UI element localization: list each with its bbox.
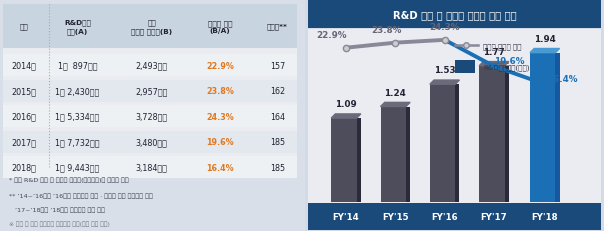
Text: FY'16: FY'16 xyxy=(431,212,458,221)
Polygon shape xyxy=(331,114,361,119)
Text: R&D지출
총액(A): R&D지출 총액(A) xyxy=(64,20,91,34)
Text: 2017년: 2017년 xyxy=(11,138,37,146)
Text: 1조 2,430억원: 1조 2,430억원 xyxy=(55,87,100,96)
FancyBboxPatch shape xyxy=(455,85,460,202)
FancyBboxPatch shape xyxy=(308,203,601,230)
Text: ’17~’18년은 ’18년말 기준으로 대상 추출: ’17~’18년은 ’18년말 기준으로 대상 추출 xyxy=(9,206,105,212)
Text: 19.6%: 19.6% xyxy=(493,57,524,66)
FancyBboxPatch shape xyxy=(3,131,297,153)
Text: FY'14: FY'14 xyxy=(333,212,359,221)
Text: 2016년: 2016년 xyxy=(12,112,37,121)
Text: 1.09: 1.09 xyxy=(335,100,357,109)
Text: 1.53: 1.53 xyxy=(434,66,455,75)
Text: 당기
개발비 게상액(B): 당기 개발비 게상액(B) xyxy=(131,20,172,34)
FancyBboxPatch shape xyxy=(308,30,601,203)
Text: R&D 지출 중 개발비 자산화 비율 주이: R&D 지출 중 개발비 자산화 비율 주이 xyxy=(393,10,516,20)
FancyBboxPatch shape xyxy=(3,80,297,102)
Polygon shape xyxy=(381,103,410,107)
FancyBboxPatch shape xyxy=(454,61,475,73)
Text: 개발비 자산화 비율: 개발비 자산화 비율 xyxy=(483,43,521,49)
FancyBboxPatch shape xyxy=(381,107,406,202)
Text: 157: 157 xyxy=(270,61,285,70)
FancyBboxPatch shape xyxy=(430,85,455,202)
Text: 22.9%: 22.9% xyxy=(316,31,346,40)
Text: 19.6%: 19.6% xyxy=(206,138,234,146)
Polygon shape xyxy=(430,81,460,85)
Text: ** ’14~’16년은 ’16년말 기준으로 제약 · 바이오 업종 소속회사 추출: ** ’14~’16년은 ’16년말 기준으로 제약 · 바이오 업종 소속회사… xyxy=(9,192,153,198)
FancyBboxPatch shape xyxy=(406,107,410,202)
FancyBboxPatch shape xyxy=(530,53,556,202)
Text: 연도: 연도 xyxy=(20,24,28,30)
Text: 185: 185 xyxy=(270,163,285,172)
Text: 2014년: 2014년 xyxy=(12,61,37,70)
Text: 164: 164 xyxy=(270,112,285,121)
Text: 회사수**: 회사수** xyxy=(267,24,288,30)
Text: 3,480억원: 3,480억원 xyxy=(136,138,167,146)
Text: 1조 5,334억원: 1조 5,334억원 xyxy=(55,112,100,121)
FancyBboxPatch shape xyxy=(504,67,509,202)
Text: 3,728억원: 3,728억원 xyxy=(135,112,168,121)
Text: 1조 9,443억원: 1조 9,443억원 xyxy=(55,163,100,172)
Text: 185: 185 xyxy=(270,138,285,146)
Text: 2,957억원: 2,957억원 xyxy=(135,87,168,96)
FancyBboxPatch shape xyxy=(331,119,356,202)
Text: 1.94: 1.94 xyxy=(534,34,556,43)
Text: 1.24: 1.24 xyxy=(384,88,406,97)
Text: 162: 162 xyxy=(270,87,285,96)
Text: 24.3%: 24.3% xyxy=(206,112,234,121)
FancyBboxPatch shape xyxy=(3,55,297,77)
Text: ※ 개별 및 별도 재무제표 기준으로 신출(이하 모두 동일): ※ 개별 및 별도 재무제표 기준으로 신출(이하 모두 동일) xyxy=(9,221,110,226)
FancyBboxPatch shape xyxy=(308,1,601,29)
FancyBboxPatch shape xyxy=(3,5,297,170)
Text: 1조  897억원: 1조 897억원 xyxy=(57,61,97,70)
FancyBboxPatch shape xyxy=(556,53,559,202)
Text: 1조 7,732억원: 1조 7,732억원 xyxy=(55,138,100,146)
FancyBboxPatch shape xyxy=(3,157,297,178)
FancyBboxPatch shape xyxy=(305,0,604,231)
Text: 2018년: 2018년 xyxy=(12,163,37,172)
FancyBboxPatch shape xyxy=(479,67,504,202)
Text: 자산화 비율
(B/A): 자산화 비율 (B/A) xyxy=(208,20,232,34)
Text: 2015년: 2015년 xyxy=(11,87,37,96)
Text: R&D지출총액(조원): R&D지출총액(조원) xyxy=(483,64,530,70)
Text: * 당기 R&D 지출 중 당기에 개발비(무형자산)로 계상한 금액: * 당기 R&D 지출 중 당기에 개발비(무형자산)로 계상한 금액 xyxy=(9,176,129,182)
Text: FY'15: FY'15 xyxy=(382,212,408,221)
FancyBboxPatch shape xyxy=(356,119,361,202)
Text: 2,493억원: 2,493억원 xyxy=(135,61,168,70)
Text: 23.8%: 23.8% xyxy=(206,87,234,96)
Polygon shape xyxy=(530,49,559,53)
FancyBboxPatch shape xyxy=(3,170,297,231)
Text: FY'17: FY'17 xyxy=(481,212,507,221)
FancyBboxPatch shape xyxy=(3,106,297,128)
Text: 3,184억원: 3,184억원 xyxy=(136,163,167,172)
Text: 16.4%: 16.4% xyxy=(547,75,578,84)
FancyBboxPatch shape xyxy=(3,5,297,49)
Text: 22.9%: 22.9% xyxy=(206,61,234,70)
Text: 1.77: 1.77 xyxy=(483,48,505,57)
Text: FY'18: FY'18 xyxy=(532,212,558,221)
Polygon shape xyxy=(479,62,509,67)
Text: 24.3%: 24.3% xyxy=(429,23,460,32)
Text: 23.8%: 23.8% xyxy=(371,26,402,35)
Text: 16.4%: 16.4% xyxy=(206,163,234,172)
